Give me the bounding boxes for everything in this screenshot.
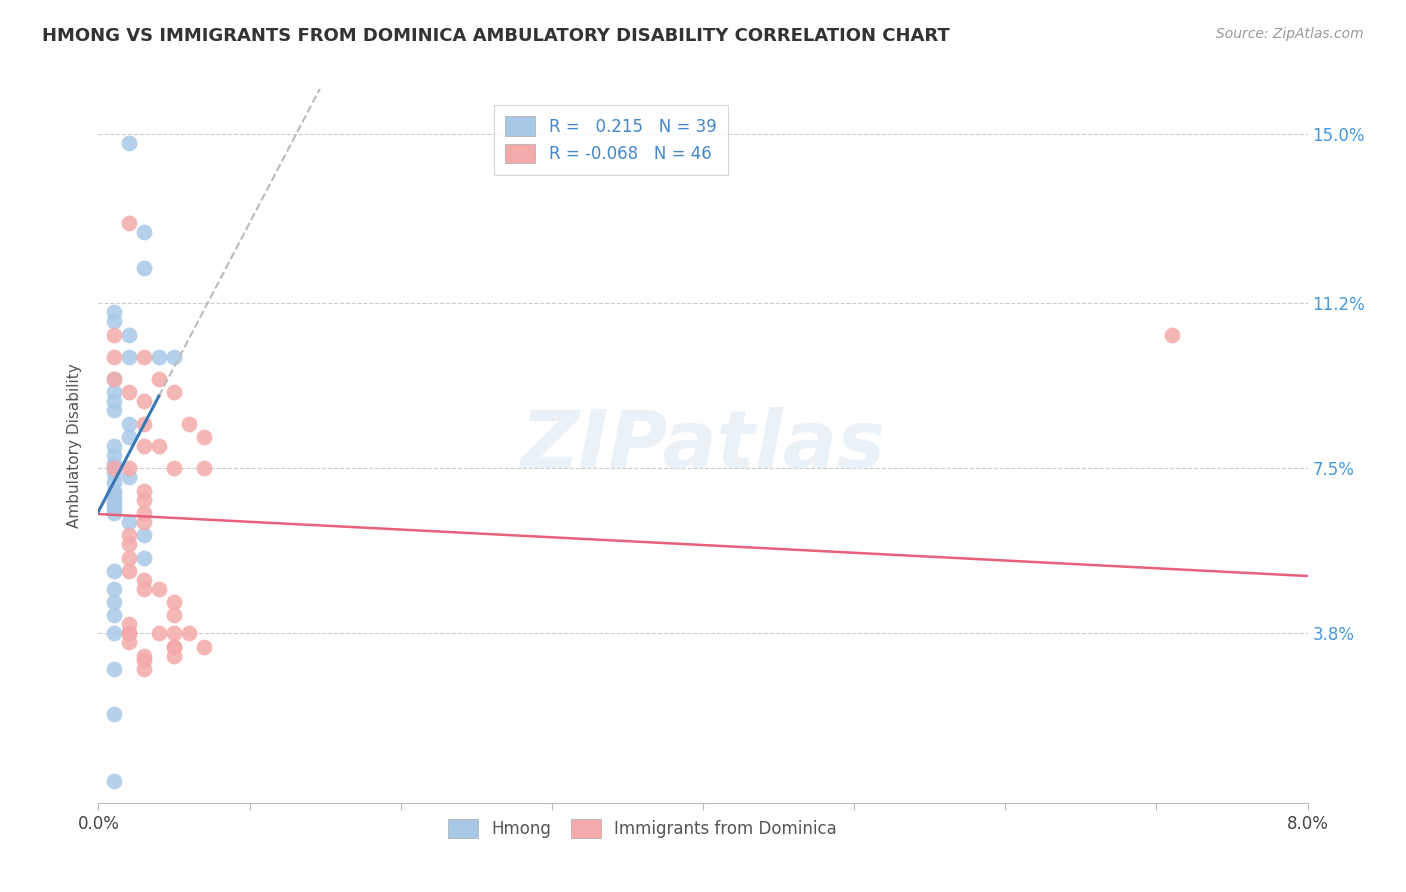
Point (103, 773, 125, 788)
Point (132, 492, 155, 507)
Point (103, 488, 125, 502)
Point (132, 394, 155, 409)
Point (103, 457, 125, 471)
Point (163, 350, 186, 364)
Point (132, 225, 155, 239)
Point (103, 461, 125, 475)
Point (148, 626, 170, 640)
Point (179, 626, 201, 640)
Point (118, 528, 141, 542)
Point (103, 595, 125, 609)
Point (103, 466, 125, 480)
Text: Source: ZipAtlas.com: Source: ZipAtlas.com (1216, 27, 1364, 41)
Point (118, 617, 141, 632)
Point (118, 626, 141, 640)
Point (193, 461, 215, 475)
Point (118, 461, 141, 475)
Point (118, 327, 141, 342)
Point (103, 497, 125, 511)
Point (118, 385, 141, 400)
Point (103, 475, 125, 489)
Point (118, 515, 141, 529)
Point (103, 626, 125, 640)
Point (132, 439, 155, 453)
Point (103, 439, 125, 453)
Point (103, 706, 125, 721)
Point (163, 461, 186, 475)
Point (103, 608, 125, 623)
Point (103, 506, 125, 520)
Point (148, 372, 170, 386)
Point (193, 640, 215, 654)
Point (103, 327, 125, 342)
Point (118, 216, 141, 230)
Point (163, 608, 186, 623)
Text: HMONG VS IMMIGRANTS FROM DOMINICA AMBULATORY DISABILITY CORRELATION CHART: HMONG VS IMMIGRANTS FROM DOMINICA AMBULA… (42, 27, 950, 45)
Point (132, 417, 155, 431)
Point (132, 662, 155, 676)
Point (103, 461, 125, 475)
Point (163, 385, 186, 400)
Point (179, 417, 201, 431)
Point (132, 350, 155, 364)
Point (148, 439, 170, 453)
Point (193, 430, 215, 444)
Point (118, 430, 141, 444)
Point (103, 582, 125, 596)
Point (163, 626, 186, 640)
Point (163, 640, 186, 654)
Point (163, 648, 186, 663)
Point (118, 564, 141, 578)
Point (132, 515, 155, 529)
Point (132, 260, 155, 275)
Point (103, 492, 125, 507)
Point (118, 350, 141, 364)
Point (132, 483, 155, 498)
Point (103, 372, 125, 386)
Point (103, 483, 125, 498)
Point (103, 350, 125, 364)
Y-axis label: Ambulatory Disability: Ambulatory Disability (67, 364, 83, 528)
Point (118, 550, 141, 565)
Point (103, 662, 125, 676)
Point (118, 417, 141, 431)
Point (118, 470, 141, 484)
Legend: Hmong, Immigrants from Dominica: Hmong, Immigrants from Dominica (441, 812, 844, 845)
Point (132, 648, 155, 663)
Point (103, 501, 125, 516)
Point (1160, 327, 1182, 342)
Point (103, 394, 125, 409)
Text: ZIPatlas: ZIPatlas (520, 407, 886, 485)
Point (132, 573, 155, 587)
Point (148, 582, 170, 596)
Point (163, 595, 186, 609)
Point (103, 372, 125, 386)
Point (132, 506, 155, 520)
Point (103, 314, 125, 328)
Point (118, 136, 141, 150)
Point (132, 550, 155, 565)
Point (148, 350, 170, 364)
Point (118, 635, 141, 649)
Point (132, 528, 155, 542)
Point (163, 640, 186, 654)
Point (103, 385, 125, 400)
Point (103, 305, 125, 319)
Point (118, 626, 141, 640)
Point (118, 537, 141, 551)
Point (103, 448, 125, 462)
Point (132, 582, 155, 596)
Point (103, 403, 125, 417)
Point (103, 564, 125, 578)
Point (132, 653, 155, 667)
